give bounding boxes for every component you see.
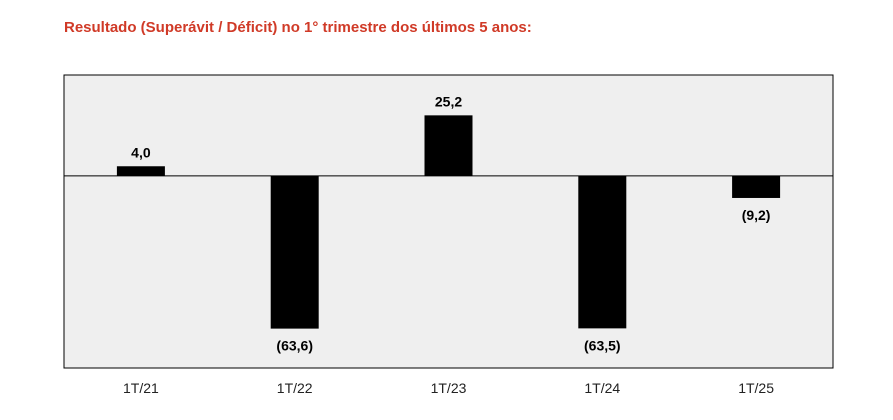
category-labels-group: 1T/21 1T/22 1T/23 1T/24 1T/25: [123, 380, 774, 396]
category-label: 1T/23: [431, 380, 467, 396]
category-label: 1T/24: [584, 380, 620, 396]
bar-1T-24: [578, 175, 627, 329]
bar-1T-23: [424, 115, 473, 176]
category-label: 1T/22: [277, 380, 313, 396]
value-labels-group: 4,0 (63,6) 25,2 (63,5) (9,2): [131, 93, 770, 353]
bars-group: [116, 115, 781, 329]
value-label: (63,6): [276, 338, 313, 354]
value-label: 25,2: [435, 93, 462, 109]
plot-area: [63, 74, 834, 369]
chart-title: Resultado (Superávit / Déficit) no 1° tr…: [64, 19, 532, 36]
bar-1T-22: [270, 175, 319, 329]
value-label: 4,0: [131, 144, 151, 160]
bar-1T-21: [116, 166, 165, 176]
value-label: (9,2): [742, 207, 771, 223]
category-label: 1T/25: [738, 380, 774, 396]
value-label: (63,5): [584, 337, 621, 353]
category-label: 1T/21: [123, 380, 159, 396]
bar-1T-25: [732, 175, 781, 198]
